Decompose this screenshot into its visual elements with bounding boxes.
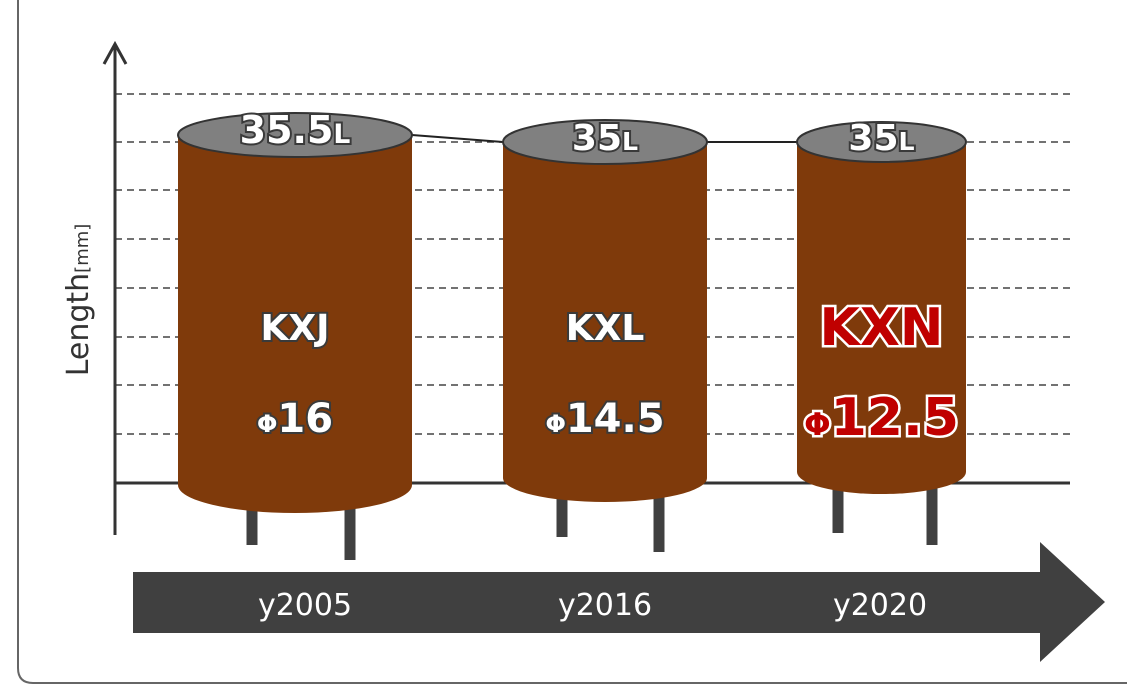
products: 35.5LKXJΦ16y200535LKXLΦ14.5y201635LKXNΦ1… xyxy=(178,108,966,623)
product: 35.5L KXJ Φ16 y2005 xyxy=(178,108,412,623)
length-unit: L xyxy=(899,127,915,156)
length-value: 35 xyxy=(572,118,622,159)
product-name: KXL xyxy=(566,308,645,349)
diameter-value: 12.5 xyxy=(831,388,959,448)
year-label: y2020 xyxy=(833,588,927,623)
diameter-value: 14.5 xyxy=(566,396,665,442)
product-name: KXJ xyxy=(260,308,329,349)
axis-title: Length[mm] xyxy=(61,224,96,377)
length-value: 35.5 xyxy=(240,108,334,152)
diameter-symbol: Φ xyxy=(257,410,277,438)
diagram: Length[mm] 35.5LKXJΦ16y200535LKXLΦ14.5y2… xyxy=(0,0,1127,687)
length-unit: L xyxy=(333,119,350,150)
product: 35L KXL Φ14.5 y2016 xyxy=(503,118,707,623)
diameter-value: 16 xyxy=(277,396,333,442)
axis-label: Length xyxy=(61,273,96,376)
product: 35L KXN Φ12.5 y2020 xyxy=(797,118,966,623)
diameter-symbol: Φ xyxy=(804,407,831,443)
length-unit: L xyxy=(622,127,638,156)
year-label: y2005 xyxy=(258,588,352,623)
product-name: KXN xyxy=(820,298,944,358)
length-value: 35 xyxy=(848,118,898,159)
year-label: y2016 xyxy=(558,588,652,623)
diameter-symbol: Φ xyxy=(545,410,565,438)
axis-unit: [mm] xyxy=(72,224,93,273)
